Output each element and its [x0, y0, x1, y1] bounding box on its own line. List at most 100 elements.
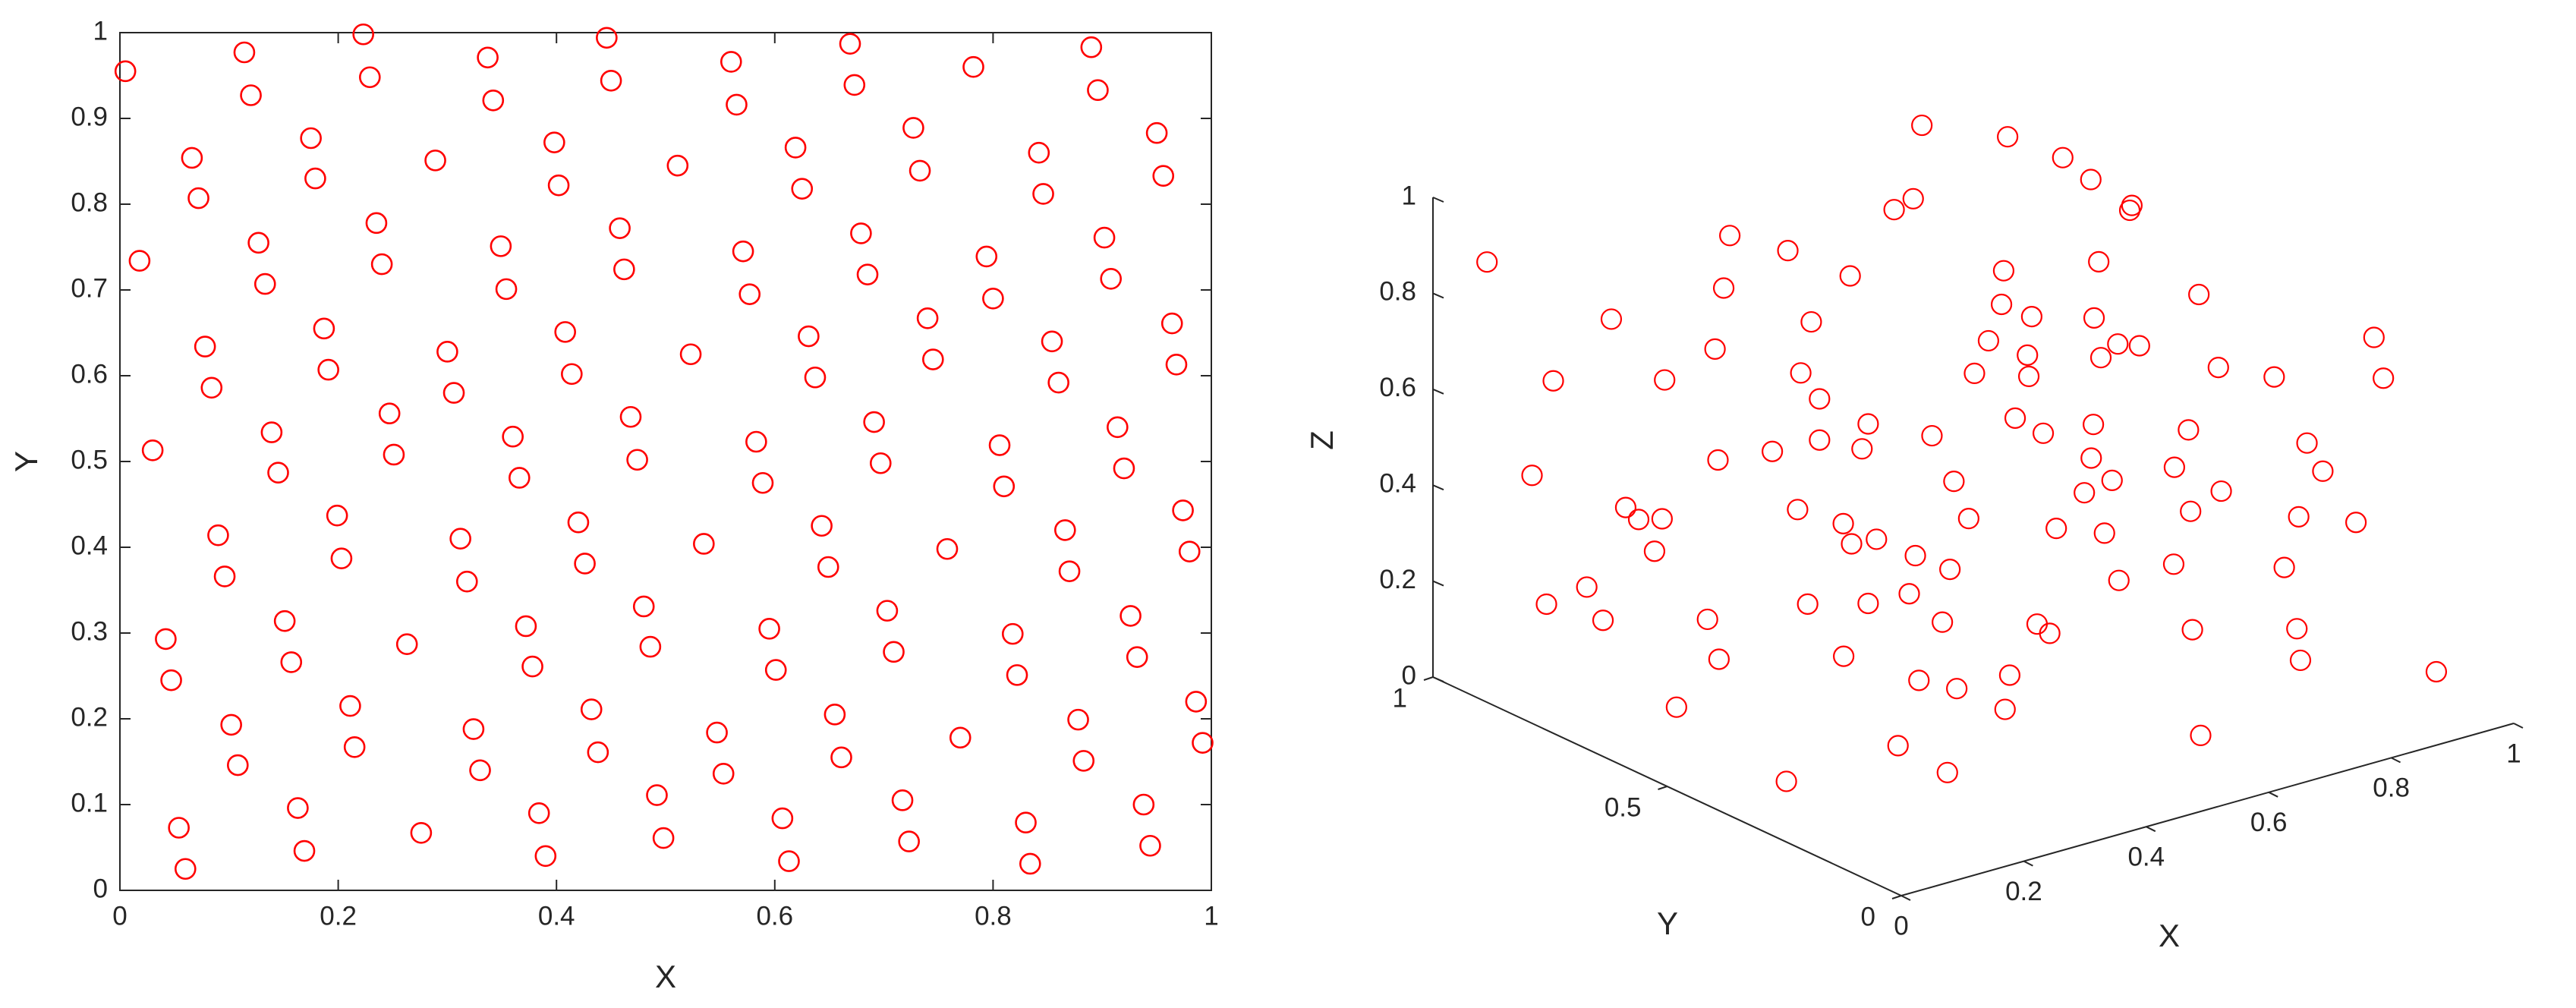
point [1576, 576, 1598, 598]
point [1833, 645, 1855, 667]
point [1963, 362, 1986, 385]
y-tick-label: 0.5 [1604, 792, 1642, 822]
point [2004, 407, 2026, 429]
x-tick [2146, 826, 2156, 833]
point [1665, 696, 1687, 718]
point [975, 245, 998, 268]
point [587, 741, 609, 764]
point [2178, 419, 2200, 441]
point [1080, 36, 1103, 58]
point [339, 695, 361, 717]
point [213, 565, 236, 587]
point [2296, 432, 2318, 454]
point [2162, 553, 2185, 575]
point [596, 27, 618, 49]
point [1041, 330, 1063, 353]
point [1777, 240, 1799, 262]
point [764, 659, 787, 681]
point [1990, 293, 2013, 316]
point [490, 235, 512, 257]
point [168, 817, 190, 839]
point [712, 763, 735, 785]
x-tick-label: 0 [1894, 911, 1908, 940]
point [1911, 114, 1933, 137]
point [646, 784, 668, 806]
point [778, 850, 800, 872]
y-tick [1423, 676, 1434, 681]
point [1600, 308, 1623, 330]
point [1165, 354, 1188, 376]
point [2180, 500, 2202, 522]
point [561, 363, 583, 386]
point [1476, 251, 1498, 273]
point [2273, 556, 2295, 578]
point [1957, 508, 1979, 530]
point [2088, 250, 2110, 272]
point [2425, 660, 2448, 683]
point [330, 547, 353, 569]
point [1185, 691, 1208, 713]
point [1707, 449, 1729, 471]
point [383, 443, 405, 466]
point [547, 174, 570, 197]
point [240, 84, 262, 106]
point [2312, 460, 2334, 482]
point [751, 471, 774, 494]
point [891, 789, 914, 811]
point [1866, 528, 1888, 550]
point [207, 524, 229, 547]
point [1028, 141, 1050, 164]
point [1883, 199, 1905, 221]
point [370, 253, 393, 276]
point [2093, 522, 2115, 544]
point [619, 405, 642, 428]
point [1651, 508, 1673, 530]
x-tick-label: 0 [112, 901, 127, 931]
point [2373, 367, 2395, 389]
point [1047, 371, 1069, 394]
point [515, 615, 537, 638]
point [1787, 499, 1809, 521]
point [830, 746, 852, 769]
point [128, 250, 151, 272]
point [1067, 708, 1089, 731]
point [1032, 183, 1054, 205]
y-tick-label: 0.6 [71, 359, 108, 389]
point [1841, 533, 1863, 555]
point [194, 335, 216, 358]
point [1113, 457, 1135, 480]
y-tick-label: 0 [93, 874, 108, 903]
point [436, 341, 458, 363]
z-tick-label: 0.8 [1379, 277, 1416, 307]
y-tick-label: 0.9 [71, 102, 108, 131]
point [181, 146, 203, 169]
point [2039, 622, 2061, 644]
point [922, 348, 944, 370]
point [469, 759, 491, 782]
point [574, 553, 596, 575]
point [1998, 664, 2021, 686]
point [1120, 605, 1142, 627]
x-tick-label: 1 [2506, 739, 2521, 768]
point [343, 736, 366, 758]
point [811, 515, 833, 537]
point [233, 41, 256, 64]
point [1192, 732, 1214, 754]
z-tick-label: 0.2 [1379, 565, 1416, 594]
z-tick-label: 0.4 [1379, 468, 1416, 498]
point [2118, 199, 2141, 222]
x-tick-label: 0.2 [2005, 877, 2042, 906]
point [527, 802, 550, 824]
point [155, 628, 177, 650]
point [1696, 608, 1718, 631]
point [160, 669, 182, 691]
z-tick-label: 0.6 [1379, 373, 1416, 402]
point [273, 610, 296, 632]
point [1521, 465, 1543, 487]
point [2080, 169, 2102, 191]
point [200, 376, 223, 399]
point [626, 449, 648, 471]
point [1790, 362, 1812, 384]
